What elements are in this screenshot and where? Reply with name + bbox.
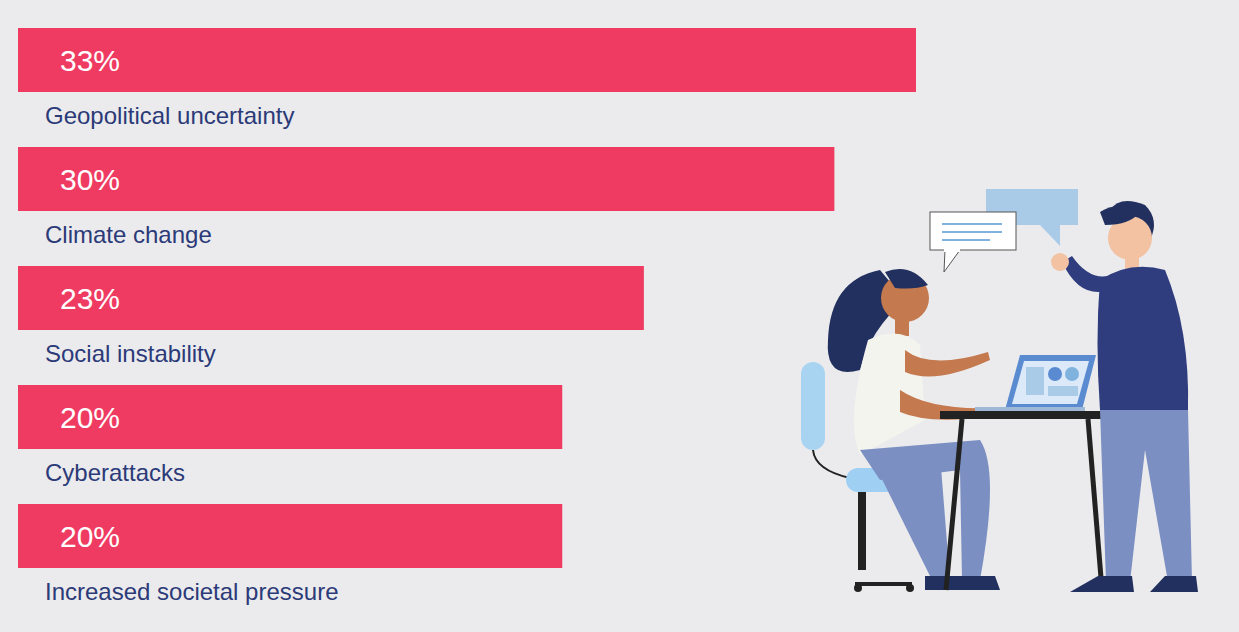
svg-text:33%: 33% — [60, 44, 120, 77]
svg-text:Social instability: Social instability — [45, 340, 216, 367]
svg-text:23%: 23% — [60, 282, 120, 315]
svg-text:20%: 20% — [60, 520, 120, 553]
svg-text:30%: 30% — [60, 163, 120, 196]
svg-text:Geopolitical uncertainty: Geopolitical uncertainty — [45, 102, 294, 129]
svg-text:Cyberattacks: Cyberattacks — [45, 459, 185, 486]
svg-text:Increased societal pressure: Increased societal pressure — [45, 578, 338, 605]
svg-text:Climate change: Climate change — [45, 221, 212, 248]
svg-text:20%: 20% — [60, 401, 120, 434]
